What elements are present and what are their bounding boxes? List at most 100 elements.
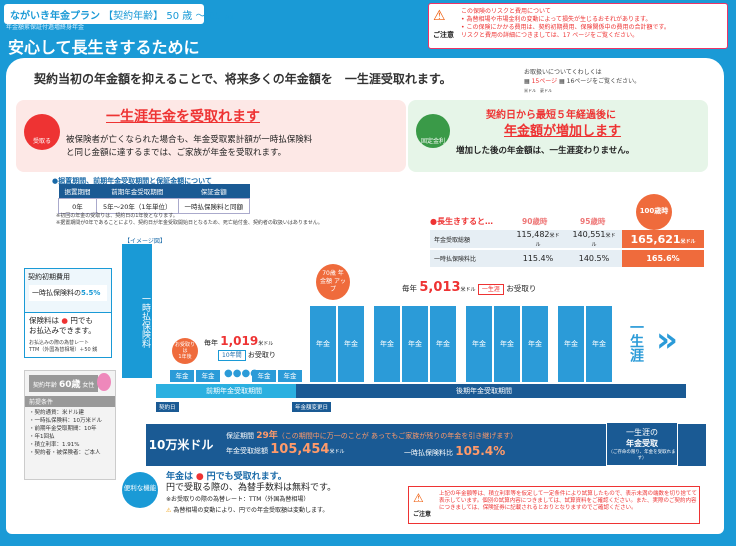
plan-tag: ながいき年金プラン 【契約年齢】 50 歳 〜 85 歳 bbox=[4, 4, 235, 24]
amount-prefix: 毎年 bbox=[402, 284, 417, 293]
yen-text: 円でも bbox=[70, 316, 93, 325]
pension-column: 年金 bbox=[338, 306, 364, 382]
guar-label: 保証期間 bbox=[226, 432, 254, 440]
lead-text: 契約当初の年金額を抑えることで、将来多くの年金額を 一生涯受取れます。 bbox=[34, 70, 452, 87]
late-amount: 毎年 5,013米ドル 一生涯 お受取り bbox=[402, 280, 536, 295]
guar-note: あってもご家族が残りの年金を引き継げます） bbox=[371, 432, 518, 440]
period-table: 据置期間 前期年金受取期間 保証金額 0年 5年〜20年（1年単位） 一時払保険料と同額 bbox=[58, 184, 251, 214]
period-notes: ※初回の年金の受取りは、契約日の1年後となります。 ※据置期間が0年であることによ… bbox=[56, 213, 323, 227]
au-page: 16ページをご覧ください。 bbox=[566, 78, 641, 85]
pension-column: 年金 bbox=[430, 306, 456, 382]
age-90: 90歳時 bbox=[522, 217, 548, 226]
warning-line: • この保険にかかる費用は、契約初期費用、保険関係中の費用の合計額です。 bbox=[461, 24, 670, 31]
badge-line: お受取り bbox=[174, 342, 195, 348]
us-page: 15ページ bbox=[531, 78, 558, 85]
early-phase-label: 前期年金受取期間 bbox=[206, 387, 262, 395]
age-95: 95歳時 bbox=[580, 217, 606, 226]
amount-value: 5,013 bbox=[419, 280, 461, 295]
unit: 米ドル bbox=[535, 233, 560, 248]
badge-line: （ご存命の限り、年金を受取れます） bbox=[608, 450, 676, 461]
row-header: 一時払保険料比 bbox=[430, 249, 510, 269]
guar-note: （この期間中に万一のことが bbox=[277, 432, 369, 440]
badge-line: 1年後 bbox=[178, 354, 192, 360]
pension-column: 年金 bbox=[558, 306, 584, 382]
lock-icon: 固定金利 bbox=[416, 114, 450, 148]
benefit-title: 年金額が増加します bbox=[504, 124, 622, 139]
value: 115,482 bbox=[516, 230, 550, 239]
table-row: 一時払保険料比 115.4% 140.5% 165.6% bbox=[430, 249, 704, 269]
benefit-line: と同じ金額に達するまでは、ご家族が年金を受取れます。 bbox=[66, 148, 287, 158]
condition-item: ・契約者・被保険者：ご本人 bbox=[29, 450, 101, 456]
person-icon bbox=[97, 373, 111, 391]
value: 165,621 bbox=[630, 232, 681, 246]
flag-info: お取扱いについてくわしくは ▦ 15ページ ▦ 16ページをご覧ください。 米ド… bbox=[524, 68, 640, 95]
condition-item: ・前期年金受取期間：10年 bbox=[29, 426, 97, 432]
lifetime-label: 一生涯 bbox=[628, 320, 644, 362]
us-flag-icon: ▦ bbox=[524, 78, 530, 85]
us-label: 米ドル bbox=[524, 88, 536, 93]
risk-warning: ⚠ ご注意 この保険のリスクと費用について • 為替相場や市場金利の変動によって… bbox=[428, 3, 728, 49]
yen-text: 保険料は bbox=[29, 316, 59, 325]
yen-receive-info: 年金は ● 円でも受取れます。 円で受取る際の、為替手数料は無料です。 ※お受取… bbox=[166, 472, 336, 516]
lifetime-badge: 一生涯の 年金受取 （ご存命の限り、年金を受取れます） bbox=[606, 422, 678, 466]
warning-line: この保険のリスクと費用について bbox=[461, 8, 551, 15]
benefit-line: 被保険者が亡くなられた場合も、年金受取累計額が一時払保険料 bbox=[66, 135, 313, 145]
fee-value: 5.5% bbox=[81, 289, 101, 297]
ellipsis-icon: ●●●● bbox=[224, 368, 259, 379]
condition-item: ・一時払保険料：10万米ドル bbox=[29, 418, 102, 424]
plan-subtitle: 年金額累保証付逓増終身年金 bbox=[6, 24, 85, 31]
fee-title: 契約初期費用 bbox=[28, 273, 70, 281]
col-header: 据置期間 bbox=[58, 184, 97, 199]
age-range: 50 歳 〜 85 歳 bbox=[166, 11, 235, 22]
warning-label: ご注意 bbox=[433, 31, 454, 39]
badge-line: は bbox=[182, 348, 188, 354]
main-panel: 契約当初の年金額を抑えることで、将来多くの年金額を 一生涯受取れます。 お取扱い… bbox=[6, 58, 724, 534]
pension-column: 年金 bbox=[466, 306, 492, 382]
benefit-body: 増加した後の年金額は、一生涯変わりません。 bbox=[456, 146, 635, 156]
bump-badge: 70歳 年金額 アップ bbox=[316, 264, 350, 300]
unit: 米ドル bbox=[591, 233, 616, 248]
page-title: 安心して長生きするために bbox=[8, 38, 200, 57]
pension-column: 年金 bbox=[310, 306, 336, 382]
premium-column: 一時払保険料 bbox=[122, 244, 152, 378]
ratio-label: 一時払保険料比 bbox=[404, 449, 453, 457]
guarantee-line: 保証期間 29年（この期間中に万一のことが あってもご家族が残りの年金を引き継げ… bbox=[226, 428, 517, 441]
person-age: 60歳 bbox=[58, 380, 81, 390]
yen-text: お払込みできます。 bbox=[29, 326, 96, 335]
flag-intro: お取扱いについてくわしくは bbox=[524, 69, 602, 76]
feature-icon: 便利な機能 bbox=[122, 472, 158, 508]
period-suffix: お受取り bbox=[506, 284, 537, 293]
period-box: 一生涯 bbox=[477, 284, 504, 295]
badge-line: 一生涯の bbox=[626, 428, 658, 437]
pension-column: 年金 bbox=[252, 370, 276, 382]
total-unit: 米ドル bbox=[329, 449, 345, 455]
pension-column: 年金 bbox=[196, 370, 220, 382]
benefit-lifetime: 一生涯年金を受取れます 被保険者が亡くなられた場合も、年金受取累計額が一時払保険… bbox=[16, 100, 406, 172]
note-line: ※初回の年金の受取りは、契約日の1年後となります。 bbox=[56, 213, 178, 219]
period-table-title: ●据置期間、前期年金受取期間と保証金額について bbox=[52, 177, 212, 185]
period-box: 10年間 bbox=[218, 350, 246, 361]
lead-part: 契約当初の年金額を抑えることで、将来多くの年金額を bbox=[34, 72, 333, 86]
pension-column: 年金 bbox=[170, 370, 194, 382]
row-header: 年金受取総額 bbox=[430, 230, 510, 250]
person-label: 契約年齢 bbox=[33, 382, 58, 389]
unit: 米ドル bbox=[680, 238, 696, 245]
warning-icon: ⚠ bbox=[433, 8, 446, 24]
yen-circle-icon: ● bbox=[61, 316, 68, 325]
timeline-early bbox=[156, 384, 296, 398]
ratio-value: 105.4% bbox=[455, 444, 506, 458]
au-label: 豪ドル bbox=[540, 88, 552, 93]
amount-unit: 米ドル bbox=[460, 287, 476, 293]
total-value: 105,454 bbox=[270, 442, 330, 457]
total-line: 年金受取総額 105,454米ドル bbox=[226, 442, 344, 457]
yen-note: お払込みの際の為替レート bbox=[29, 340, 90, 346]
premium-amount: 10万米ドル bbox=[146, 424, 216, 466]
col-header: 保証金額 bbox=[178, 184, 250, 199]
pension-column: 年金 bbox=[278, 370, 302, 382]
value-90: 115,482米ドル bbox=[510, 230, 566, 250]
amount-prefix: 毎年 bbox=[204, 339, 218, 347]
contract-day-label: 契約日 bbox=[156, 402, 179, 412]
au-flag-icon: ▦ bbox=[559, 78, 565, 85]
warning-text: この保険のリスクと費用について • 為替相場や市場金利の変動によって損失が生じる… bbox=[461, 8, 726, 40]
plan-name: ながいき年金プラン bbox=[10, 11, 100, 22]
